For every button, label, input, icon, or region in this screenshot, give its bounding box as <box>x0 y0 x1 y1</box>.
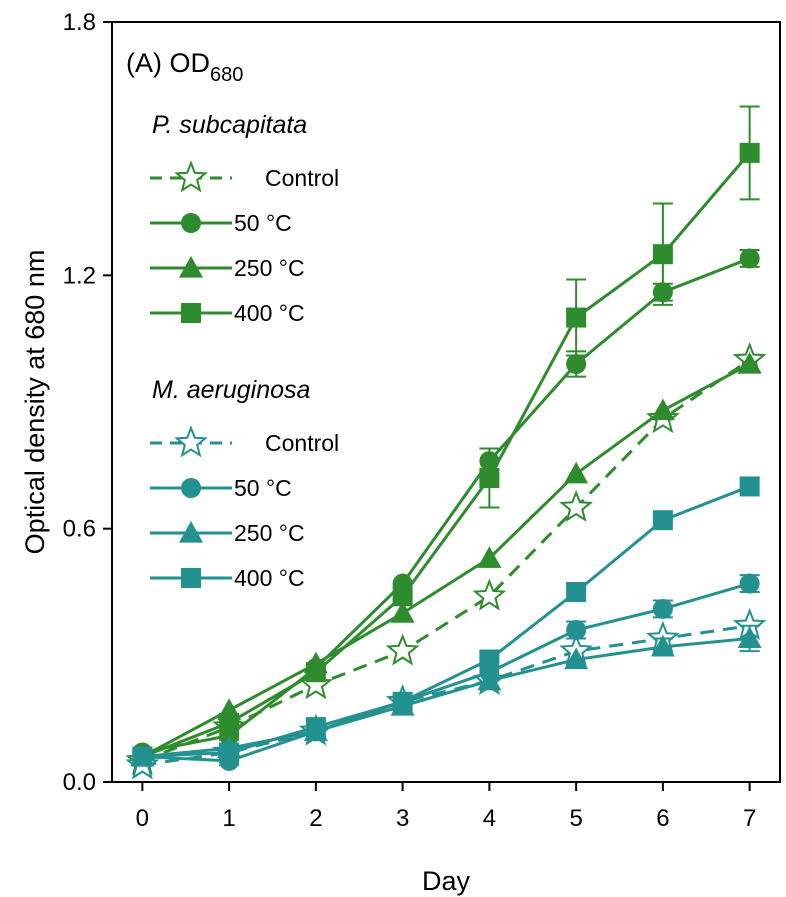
legend-item: Control <box>150 425 339 458</box>
legend-label: 50 °C <box>234 475 292 501</box>
data-point <box>566 307 587 328</box>
data-point <box>132 746 153 767</box>
x-tick-label: 1 <box>222 805 235 832</box>
data-point <box>219 712 240 733</box>
legend-marker <box>179 521 203 543</box>
legend-item: 400 °C <box>150 300 305 326</box>
legend-marker <box>181 568 201 588</box>
y-axis: 0.0 0.6 1.2 1.8 <box>63 9 112 796</box>
legend-item: 50 °C <box>150 210 292 236</box>
series-line <box>142 636 750 759</box>
plot-border <box>111 21 781 783</box>
data-point <box>392 691 413 712</box>
x-tick-label: 0 <box>136 805 149 832</box>
legend-label: 400 °C <box>234 300 305 326</box>
legend-item: 400 °C <box>150 565 305 591</box>
legend-item: 250 °C <box>150 255 305 281</box>
x-axis-title: Day <box>422 866 471 896</box>
data-point <box>739 573 760 594</box>
legend-group-title: P. subcapitata <box>152 111 307 139</box>
panel-label-subscript: 680 <box>210 64 243 86</box>
x-tick-label: 7 <box>743 805 756 832</box>
data-point <box>305 662 326 683</box>
data-point <box>650 398 675 421</box>
plot-frame <box>111 21 781 783</box>
series-line <box>142 257 751 754</box>
data-point <box>737 626 762 649</box>
data-point <box>219 742 240 763</box>
series-line <box>141 362 751 758</box>
legend-group-2: M. aeruginosa Control 50 °C 250 °C 400 °C <box>150 376 339 591</box>
legend-item: Control <box>150 160 339 193</box>
data-point <box>479 649 500 670</box>
data-point <box>652 510 673 531</box>
data-point <box>392 586 413 607</box>
data-point <box>305 717 326 738</box>
legend-item: 50 °C <box>150 475 292 501</box>
series-1-4 <box>132 105 760 767</box>
y-tick-label: 1.2 <box>63 262 96 289</box>
series-layer <box>125 105 767 780</box>
data-point <box>390 601 415 623</box>
legend-marker <box>174 160 208 193</box>
data-point <box>739 248 760 269</box>
data-point <box>737 352 762 374</box>
y-tick-label: 0.6 <box>63 516 96 543</box>
series-line <box>142 582 751 763</box>
data-point <box>559 489 594 522</box>
data-point <box>739 476 760 497</box>
legend-marker <box>174 425 208 458</box>
panel-label: (A) OD680 <box>126 48 243 86</box>
data-point <box>479 468 500 488</box>
data-point <box>385 633 420 666</box>
y-axis-title: Optical density at 680 nm <box>20 250 50 555</box>
x-tick-label: 4 <box>483 805 496 832</box>
panel-label-main: (A) OD <box>126 48 210 78</box>
data-point <box>566 582 587 602</box>
data-point <box>739 142 760 163</box>
legend-marker <box>179 256 203 278</box>
data-point <box>652 598 673 619</box>
series-line <box>142 485 751 759</box>
legend-marker <box>181 213 201 233</box>
x-tick-label: 3 <box>396 805 409 832</box>
data-point <box>477 546 502 568</box>
legend-label: 250 °C <box>234 255 305 281</box>
legend-marker <box>181 478 201 498</box>
legend-marker <box>181 303 201 323</box>
data-point <box>650 634 675 657</box>
legend-label: Control <box>265 430 339 456</box>
legend-label: 50 °C <box>234 210 292 236</box>
data-point <box>472 578 507 611</box>
legend-label: Control <box>265 165 339 191</box>
legend-item: 250 °C <box>150 520 305 546</box>
data-point <box>566 620 587 640</box>
x-axis: 0 1 2 3 4 5 6 7 <box>136 782 756 832</box>
data-point <box>564 647 589 670</box>
y-tick-label: 0.0 <box>63 769 96 796</box>
legend-label: 400 °C <box>234 565 305 591</box>
series-line <box>141 151 751 759</box>
x-tick-label: 6 <box>656 805 669 832</box>
data-point <box>564 461 589 484</box>
legend-group-title: M. aeruginosa <box>152 376 311 404</box>
y-tick-label: 1.8 <box>63 9 96 36</box>
data-point <box>566 354 587 374</box>
x-tick-label: 2 <box>309 805 322 832</box>
x-tick-label: 5 <box>569 805 582 832</box>
series-2-4 <box>132 476 760 767</box>
data-point <box>652 244 673 265</box>
legend-group-1: P. subcapitata Control 50 °C 250 °C 400 °C <box>150 111 339 326</box>
series-line <box>141 358 751 763</box>
legend-label: 250 °C <box>234 520 305 546</box>
data-point <box>477 668 502 691</box>
